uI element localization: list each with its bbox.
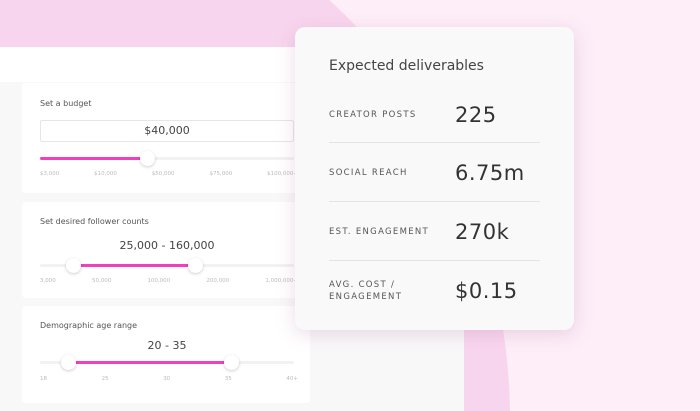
tick-label: 30 <box>163 376 171 382</box>
divider <box>329 201 540 202</box>
slider-thumb-high[interactable] <box>187 258 203 273</box>
tick-label: 100,000 <box>147 278 171 284</box>
tick-label: 50,000 <box>91 278 112 284</box>
tick-label: $3,000 <box>40 171 60 177</box>
followers-value: 25,000 - 160,000 <box>119 239 215 252</box>
slider-thumb-low[interactable] <box>66 258 82 273</box>
followers-label: Set desired follower counts <box>40 217 149 226</box>
divider <box>329 260 540 261</box>
deliverable-value: $0.15 <box>455 278 518 303</box>
tick-label: 25 <box>101 376 109 382</box>
followers-ticks: 3,000 50,000 100,000 200,000 1,000,000+ <box>40 278 298 284</box>
followers-card: Set desired follower counts 25,000 - 160… <box>22 202 310 298</box>
tick-label: $10,000 <box>94 171 117 177</box>
budget-card: Set a budget $40,000 $3,000 $10,000 $50,00… <box>22 83 310 193</box>
age-label: Demographic age range <box>40 321 138 330</box>
deliverable-label: CREATOR POSTS <box>329 109 417 120</box>
slider-fill <box>40 157 147 160</box>
followers-slider[interactable] <box>40 258 294 273</box>
tick-label: $75,000 <box>209 171 233 177</box>
deliverable-label: EST. ENGAGEMENT <box>329 226 430 237</box>
tick-label: 200,000 <box>206 278 230 284</box>
deliverable-label: SOCIAL REACH <box>329 167 408 178</box>
slider-fill <box>67 361 231 364</box>
tick-label: 3,000 <box>40 278 56 284</box>
age-ticks: 18 25 30 35 40+ <box>40 376 298 382</box>
budget-input[interactable]: $40,000 <box>40 120 294 142</box>
age-slider[interactable] <box>40 355 294 370</box>
budget-ticks: $3,000 $10,000 $50,000 $75,000 $100,000+ <box>40 171 298 177</box>
age-value: 20 - 35 <box>147 339 187 352</box>
budget-label: Set a budget <box>40 99 92 108</box>
tick-label: 1,000,000+ <box>265 278 298 284</box>
deliverable-row: AVG. COST / ENGAGEMENT $0.15 <box>329 261 540 320</box>
tick-label: $100,000+ <box>267 171 298 177</box>
deliverables-title: Expected deliverables <box>329 58 484 74</box>
deliverable-row: SOCIAL REACH 6.75m <box>329 143 540 202</box>
age-card: Demographic age range 20 - 35 18 25 30 35 40… <box>22 306 310 403</box>
tick-label: 35 <box>224 376 232 382</box>
tick-label: 18 <box>40 376 47 382</box>
deliverable-row: EST. ENGAGEMENT 270k <box>329 202 540 261</box>
tick-label: 40+ <box>286 376 298 382</box>
tick-label: $50,000 <box>151 171 175 177</box>
deliverables-card: Expected deliverables CREATOR POSTS 225 S… <box>295 27 574 330</box>
deliverable-value: 6.75m <box>455 160 525 185</box>
slider-thumb-low[interactable] <box>60 355 76 370</box>
budget-slider[interactable] <box>40 151 294 166</box>
divider <box>329 142 540 143</box>
slider-thumb[interactable] <box>139 151 155 166</box>
deliverable-value: 225 <box>455 102 497 127</box>
deliverable-row: CREATOR POSTS 225 <box>329 85 540 144</box>
deliverable-value: 270k <box>455 219 510 244</box>
slider-thumb-high[interactable] <box>223 355 239 370</box>
deliverable-label: AVG. COST / ENGAGEMENT <box>329 279 403 302</box>
slider-fill <box>73 264 195 267</box>
